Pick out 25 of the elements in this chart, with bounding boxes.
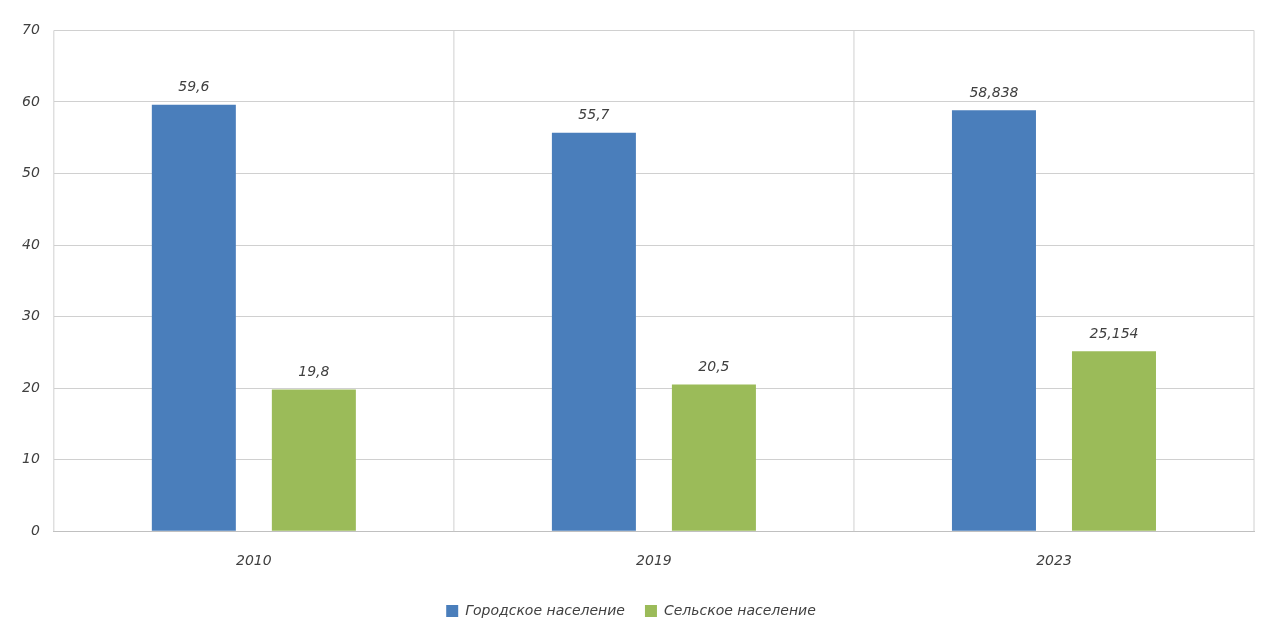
y-tick-label: 60: [21, 92, 40, 109]
y-tick-label: 0: [30, 521, 40, 538]
text: 55,7: [578, 106, 610, 123]
bar: [951, 110, 1036, 531]
x-tick-label: 2023: [1036, 552, 1072, 569]
bar: [551, 132, 636, 531]
y-tick-label: 50: [21, 164, 40, 181]
legend-label: Сельское население: [663, 601, 816, 618]
y-tick-label: 40: [21, 235, 40, 252]
y-tick-label: 20: [21, 378, 40, 395]
text: 20,5: [698, 358, 730, 375]
legend-label: Городское население: [465, 601, 625, 618]
y-tick-label: 10: [21, 450, 40, 467]
x-tick-label: 2019: [636, 552, 672, 569]
bar: [671, 384, 756, 531]
bar: [1071, 351, 1156, 531]
y-tick-label: 30: [21, 307, 40, 324]
text: 58,838: [969, 83, 1019, 100]
text: 19,8: [298, 363, 330, 380]
x-tick-label: 2010: [236, 552, 272, 569]
text: 25,154: [1089, 324, 1139, 341]
text: 59,6: [178, 78, 210, 95]
y-tick-label: 70: [21, 21, 40, 38]
bar: [271, 389, 356, 531]
bar: [151, 104, 236, 531]
